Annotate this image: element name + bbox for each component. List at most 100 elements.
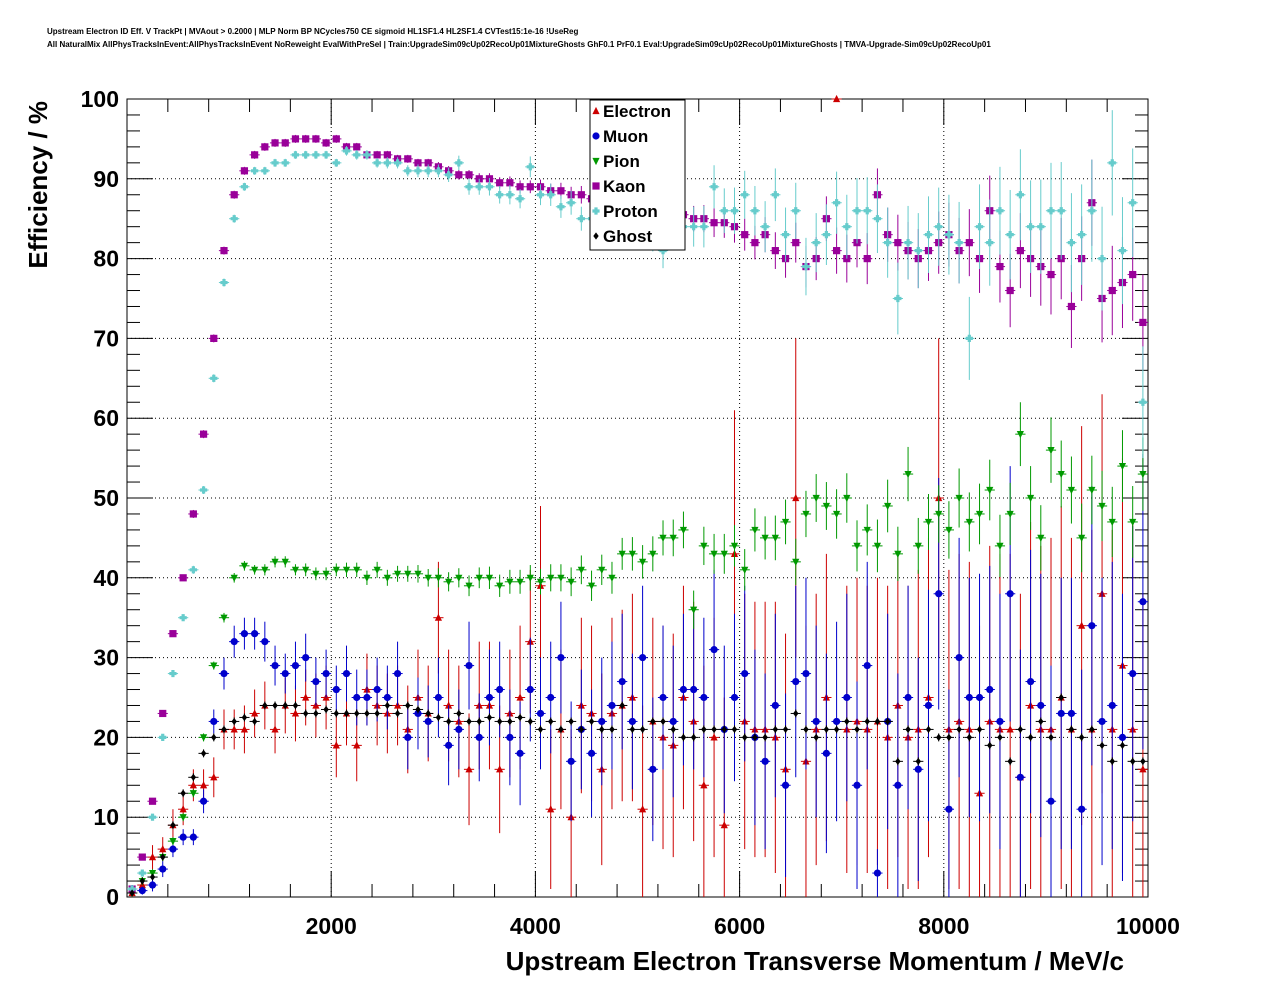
pion-point xyxy=(984,459,995,521)
muon-marker xyxy=(271,661,279,670)
proton-marker xyxy=(924,231,933,239)
muon-marker xyxy=(240,630,249,638)
pion-point xyxy=(208,661,219,670)
x-axis-title: Upstream Electron Transverse Momentum / … xyxy=(506,946,1124,976)
muon-marker xyxy=(1067,709,1076,718)
ghost-marker xyxy=(609,725,615,734)
pion-point xyxy=(1107,486,1118,558)
kaon-marker xyxy=(496,179,504,187)
proton-marker xyxy=(485,183,494,191)
proton-point xyxy=(964,296,975,380)
proton-marker xyxy=(730,207,739,215)
ghost-marker xyxy=(588,717,595,726)
ghost-marker xyxy=(476,717,482,726)
pion-marker xyxy=(975,510,984,519)
ghost-marker xyxy=(782,725,789,734)
proton-marker xyxy=(1016,191,1024,199)
muon-point xyxy=(545,641,556,754)
pion-marker xyxy=(955,494,963,503)
kaon-marker xyxy=(1016,247,1024,255)
pion-point xyxy=(433,568,444,588)
ghost-point xyxy=(811,733,822,742)
proton-point xyxy=(484,178,495,196)
muon-marker xyxy=(281,669,289,678)
pion-point xyxy=(392,565,403,582)
pion-marker xyxy=(567,578,575,586)
pion-point xyxy=(555,564,567,592)
pion-marker xyxy=(1006,510,1014,519)
kaon-marker xyxy=(220,247,228,255)
pion-point xyxy=(780,499,791,545)
ghost-point xyxy=(862,717,873,726)
proton-marker xyxy=(577,215,585,223)
proton-point xyxy=(698,205,709,248)
x-tick-label: 10000 xyxy=(1116,913,1180,939)
proton-point xyxy=(433,164,444,178)
ghost-point xyxy=(341,709,352,718)
y-tick-label: 0 xyxy=(106,884,119,910)
ghost-marker xyxy=(844,717,850,726)
pion-point xyxy=(923,494,934,550)
ghost-point xyxy=(514,713,526,722)
data-series xyxy=(127,94,1148,898)
muon-point xyxy=(831,621,842,822)
proton-point xyxy=(882,207,893,278)
pion-point xyxy=(566,567,577,597)
electron-marker xyxy=(210,773,218,781)
kaon-point xyxy=(290,134,301,143)
legend-entry-pion: Pion xyxy=(592,152,640,171)
pion-point xyxy=(739,549,750,591)
ghost-point xyxy=(719,725,730,734)
kaon-marker xyxy=(526,183,534,191)
legend-label-proton: Proton xyxy=(603,202,658,221)
proton-point xyxy=(249,166,260,175)
ghost-marker xyxy=(711,725,717,734)
kaon-marker xyxy=(751,239,759,247)
ghost-marker xyxy=(435,713,442,722)
kaon-marker xyxy=(240,167,249,175)
kaon-point xyxy=(280,138,291,147)
proton-point xyxy=(300,150,311,159)
ghost-point xyxy=(576,725,587,734)
proton-point xyxy=(320,150,332,159)
ghost-point xyxy=(249,717,260,726)
ghost-point xyxy=(280,701,291,710)
muon-point xyxy=(1066,577,1077,850)
ghost-marker xyxy=(935,733,942,741)
pion-marker xyxy=(618,550,626,558)
proton-marker xyxy=(424,167,432,175)
muon-point xyxy=(320,649,332,698)
proton-marker xyxy=(843,223,851,231)
muon-marker xyxy=(1026,677,1035,686)
ghost-marker xyxy=(1140,757,1146,765)
ghost-marker xyxy=(895,757,901,765)
y-tick-label: 90 xyxy=(93,166,119,192)
ghost-point xyxy=(851,725,863,734)
muon-marker xyxy=(291,661,300,670)
pion-marker xyxy=(986,486,994,495)
proton-marker xyxy=(904,239,912,247)
proton-marker xyxy=(465,183,473,191)
proton-marker xyxy=(690,223,698,231)
ghost-point xyxy=(300,709,311,718)
kaon-marker xyxy=(465,171,473,179)
proton-point xyxy=(280,158,291,167)
pion-point xyxy=(1015,402,1026,467)
muon-point xyxy=(300,633,311,682)
pion-point xyxy=(463,575,475,597)
proton-point xyxy=(382,157,393,169)
ghost-point xyxy=(545,717,556,726)
proton-marker xyxy=(536,191,545,199)
muon-point xyxy=(708,569,720,730)
kaon-point xyxy=(239,166,250,175)
ghost-marker xyxy=(731,725,738,734)
muon-point xyxy=(913,657,924,882)
pion-marker xyxy=(914,542,922,550)
ghost-point xyxy=(504,717,515,726)
ghost-marker xyxy=(854,725,860,734)
ghost-point xyxy=(423,709,434,718)
ghost-marker xyxy=(925,725,932,734)
electron-marker xyxy=(271,725,279,733)
electron-point xyxy=(290,685,301,742)
ghost-point xyxy=(984,741,995,750)
